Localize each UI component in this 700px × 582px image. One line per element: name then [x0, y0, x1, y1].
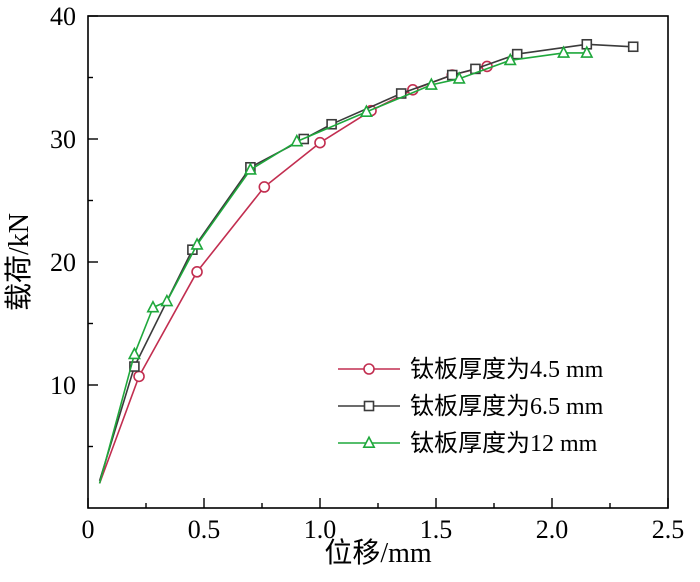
legend-marker-icon	[363, 400, 375, 412]
series-2	[98, 45, 594, 484]
legend-label: 钛板厚度为4.5 mm	[410, 356, 604, 383]
triangle-marker-icon	[359, 104, 373, 117]
x-tick-label: 2.0	[536, 515, 569, 544]
triangle-marker-icon	[160, 293, 174, 307]
y-tick-label: 40	[50, 2, 76, 31]
legend-label: 钛板厚度为12 mm	[410, 430, 598, 457]
x-tick-label: 2.5	[652, 515, 685, 544]
legend-marker-icon	[363, 363, 375, 375]
triangle-marker-icon	[146, 299, 160, 313]
triangle-marker-icon	[424, 77, 438, 90]
triangle-marker-icon	[503, 52, 517, 66]
y-axis-title: 载荷/kN	[3, 213, 35, 311]
triangle-marker-icon	[127, 346, 141, 360]
axis-ticks	[87, 15, 669, 508]
x-tick-label: 1.0	[304, 515, 337, 544]
triangle-marker-icon	[290, 133, 304, 147]
square-marker-icon	[511, 48, 523, 60]
legend-item-0	[338, 363, 400, 375]
square-marker-icon	[129, 361, 140, 372]
circle-marker-icon	[191, 266, 203, 278]
triangle-marker-icon	[190, 237, 204, 250]
circle-marker-icon	[133, 370, 145, 383]
legend-item-1	[338, 400, 400, 412]
legend-marker-icon	[362, 435, 376, 449]
x-tick-label: 1.5	[420, 515, 453, 544]
series-0	[98, 60, 493, 484]
y-tick-label: 10	[50, 371, 76, 400]
circle-marker-icon	[314, 136, 326, 149]
circle-marker-icon	[258, 181, 271, 193]
triangle-marker-icon	[243, 162, 257, 175]
y-tick-label: 30	[50, 125, 76, 154]
legend	[338, 363, 400, 449]
x-tick-label: 0	[82, 515, 95, 544]
y-tick-label: 20	[50, 248, 76, 277]
legend-item-2	[338, 435, 400, 449]
triangle-marker-icon	[452, 71, 466, 84]
series-line	[98, 65, 488, 484]
square-marker-icon	[446, 69, 458, 81]
legend-label: 钛板厚度为6.5 mm	[410, 393, 604, 420]
square-marker-icon	[627, 41, 639, 53]
triangle-marker-icon	[580, 45, 594, 58]
x-tick-label: 0.5	[188, 515, 221, 544]
triangle-marker-icon	[557, 45, 571, 58]
x-axis-title: 位移/mm	[324, 537, 432, 569]
